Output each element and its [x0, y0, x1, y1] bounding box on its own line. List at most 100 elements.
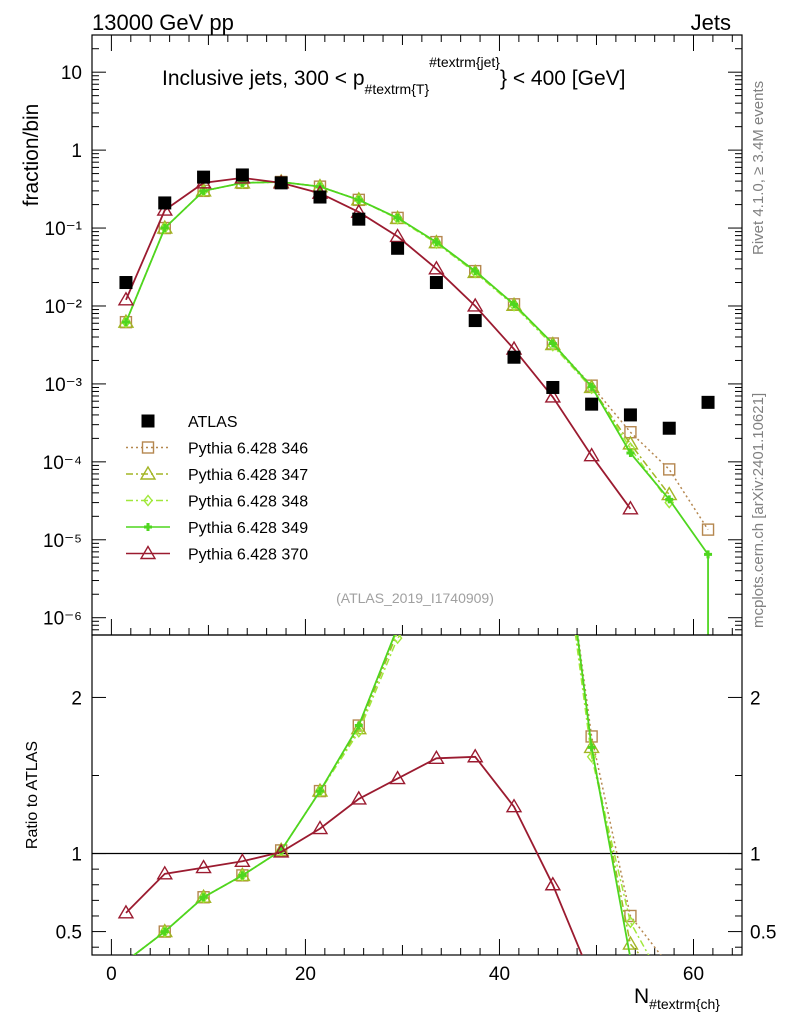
ratio-point-p349: [238, 871, 247, 880]
data-point-p349: [160, 224, 169, 233]
ratio-series-p348: [132, 635, 650, 955]
data-point-p370: [428, 260, 445, 275]
data-point-atlas: [546, 380, 560, 394]
ratio-plot-series: [117, 635, 662, 955]
y-tick-label: 10⁻⁶: [43, 609, 82, 630]
ratio-y-tick-label-right: 0.5: [750, 923, 776, 944]
ratio-point-p347: [622, 935, 639, 950]
series-p348: [121, 175, 675, 509]
series-atlas: [119, 168, 715, 435]
ratio-point-p349: [199, 893, 208, 902]
ratio-point-p348: [315, 784, 325, 798]
legend-label: Pythia 6.428 348: [188, 494, 308, 511]
ratio-point-p348: [392, 635, 403, 645]
ratio-y-tick-label-right: 1: [750, 845, 761, 866]
legend-label: ATLAS: [188, 414, 238, 431]
title-main: Inclusive jets, 300 < p: [162, 67, 365, 90]
analysis-tag: (ATLAS_2019_I1740909): [336, 590, 494, 606]
ratio-ylabel: Ratio to ATLAS: [24, 741, 41, 849]
ratio-point-p370: [311, 820, 329, 835]
ratio-clipped-group: [117, 635, 662, 955]
data-point-p349: [432, 238, 441, 247]
ratio-line-p349: [132, 635, 631, 955]
ratio-plot-frame: [91, 634, 743, 956]
ratio-point-p370: [505, 798, 523, 813]
plot-title: Inclusive jets, 300 < p#textrm{T} #textrm…: [162, 54, 625, 97]
data-point-p349: [626, 448, 635, 457]
data-point-atlas: [662, 421, 676, 435]
jets-label: Jets: [691, 10, 731, 35]
data-point-atlas: [274, 176, 288, 190]
data-point-p370: [117, 291, 135, 306]
data-point-p346: [701, 523, 715, 536]
x-tick-label: 20: [295, 964, 316, 985]
x-tick-label: 40: [489, 964, 510, 985]
data-point-p348: [664, 496, 675, 509]
data-point-atlas: [119, 276, 133, 290]
legend-entry-p346: Pythia 6.428 346: [126, 441, 308, 458]
legend-label: Pythia 6.428 347: [188, 467, 308, 484]
ratio-point-p347: [350, 720, 368, 735]
title-sub: #textrm{T}: [365, 81, 430, 97]
data-point-atlas: [158, 196, 172, 210]
y-tick-label: 10⁻⁴: [43, 453, 82, 474]
ratio-point-p370: [389, 770, 406, 785]
main-ylabel: fraction/bin: [20, 104, 43, 207]
energy-label: 13000 GeV pp: [92, 10, 234, 35]
data-point-p349: [471, 267, 480, 276]
data-point-p370: [389, 228, 406, 243]
data-point-p349: [587, 382, 596, 391]
main-plot-axes: 10 1 10⁻¹ 10⁻² 10⁻³ 10⁻⁴ 10⁻⁵ 10⁻⁶: [43, 34, 742, 636]
ratio-point-p370: [117, 904, 135, 919]
ratio-point-p348: [586, 750, 597, 763]
data-point-p370: [583, 447, 600, 462]
ratio-y-tick-label: 2: [71, 688, 82, 709]
data-point-atlas: [623, 408, 637, 422]
data-point-atlas: [352, 212, 366, 226]
data-point-atlas: [391, 241, 405, 255]
ratio-plot-axes: 0.5 0.51 12 20 20 40 60: [56, 688, 777, 985]
ratio-line-p370: [125, 755, 583, 955]
y-tick-label: 10⁻³: [45, 375, 83, 396]
series-p349: [121, 177, 713, 635]
ratio-point-p349: [160, 927, 169, 936]
ratio-point-p370: [234, 852, 251, 868]
legend-swatch-marker: [143, 494, 153, 507]
legend-swatch-marker: [139, 465, 157, 480]
legend-swatch-marker: [141, 441, 155, 454]
ratio-point-p349: [587, 743, 596, 752]
data-point-p346: [663, 463, 676, 476]
main-plot-border: [91, 34, 743, 636]
legend-entry-p347: Pythia 6.428 347: [126, 465, 308, 484]
x-tick-label: 0: [106, 964, 117, 985]
y-tick-label: 10⁻⁵: [43, 531, 82, 552]
legend-entry-atlas: ATLAS: [141, 414, 238, 431]
x-axis-title-main: N: [634, 985, 649, 1008]
data-point-atlas: [429, 276, 443, 290]
ratio-point-p370: [350, 790, 368, 805]
ratio-y-tick-label: 1: [71, 845, 82, 866]
data-point-p349: [704, 550, 713, 559]
legend-label: Pythia 6.428 370: [188, 547, 308, 564]
legend-entry-p349: Pythia 6.428 349: [126, 520, 308, 537]
legend-swatch-marker: [139, 545, 157, 560]
data-point-atlas: [468, 314, 482, 328]
main-plot-frame: [91, 34, 743, 636]
data-point-p370: [544, 388, 562, 403]
data-point-p349: [665, 495, 674, 504]
ratio-point-p370: [156, 865, 173, 880]
data-point-atlas: [313, 190, 327, 204]
x-axis-title: N#textrm{ch}: [634, 985, 720, 1012]
data-point-atlas: [235, 168, 249, 182]
ratio-point-p370: [272, 843, 290, 858]
data-point-atlas: [197, 170, 211, 184]
data-point-p370: [466, 297, 484, 312]
ratio-point-p370: [428, 749, 445, 765]
title-sup: #textrm{jet}: [429, 54, 500, 70]
y-tick-label: 10⁻²: [45, 297, 83, 318]
data-point-p349: [548, 339, 557, 348]
ratio-y-tick-label: 0.5: [56, 923, 82, 944]
ratio-point-p348: [625, 916, 636, 929]
main-plot-series: [117, 168, 715, 635]
